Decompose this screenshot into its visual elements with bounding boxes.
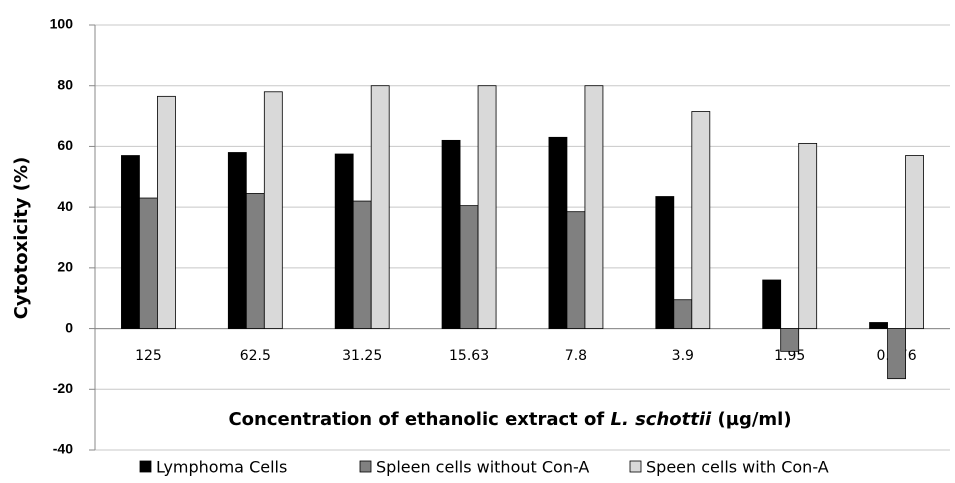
x-tick-label: 15.63: [449, 348, 489, 364]
x-axis-title-part: L. schottii: [611, 409, 713, 430]
y-tick-label: 20: [57, 259, 73, 275]
bar: [584, 85, 604, 329]
legend-swatch: [359, 460, 372, 473]
bar: [673, 299, 693, 329]
x-axis-title: Concentration of ethanolic extract of L.…: [228, 409, 791, 430]
legend-label: Spleen cells without Con-A: [376, 458, 589, 477]
bar: [691, 111, 711, 329]
x-tick-label: 62.5: [240, 348, 271, 364]
legend-label: Lymphoma Cells: [156, 458, 287, 477]
x-tick-label: 7.8: [565, 348, 587, 364]
y-tick-label: 60: [57, 137, 73, 153]
bar: [139, 197, 158, 329]
y-tick-label: 40: [57, 198, 73, 214]
bar: [352, 200, 372, 329]
y-tick-label: 100: [50, 16, 74, 32]
y-tick-label: 80: [57, 76, 73, 92]
bar: [459, 205, 479, 329]
y-tick-label: -20: [53, 380, 73, 396]
x-tick-label: 1.95: [774, 348, 805, 364]
bar: [566, 211, 586, 329]
y-axis-title: Cytotoxicity (%): [11, 157, 32, 320]
bar: [121, 155, 140, 329]
bar: [887, 328, 906, 380]
bar: [227, 152, 247, 329]
bar: [245, 193, 265, 329]
bar: [441, 139, 461, 329]
y-tick-label: -40: [53, 441, 73, 457]
legend-swatch: [629, 460, 642, 473]
bar: [905, 155, 924, 329]
bar: [655, 196, 675, 329]
bar: [334, 153, 354, 329]
bar: [263, 91, 283, 329]
legend-swatch: [139, 460, 152, 473]
legend-label: Speen cells with Con-A: [646, 458, 829, 477]
x-tick-label: 125: [135, 348, 162, 364]
bar: [370, 85, 390, 329]
bar: [548, 136, 568, 329]
x-tick-label: 3.9: [672, 348, 694, 364]
bar: [798, 142, 818, 329]
x-axis-title-part: Concentration of ethanolic extract of: [228, 409, 610, 430]
bar: [157, 95, 176, 329]
x-axis-title-part: (µg/ml): [711, 409, 791, 430]
bar: [762, 279, 782, 329]
bar: [780, 328, 800, 352]
bar: [477, 85, 497, 329]
bar: [869, 322, 888, 329]
y-tick-label: 0: [65, 319, 73, 335]
x-tick-label: 31.25: [342, 348, 382, 364]
